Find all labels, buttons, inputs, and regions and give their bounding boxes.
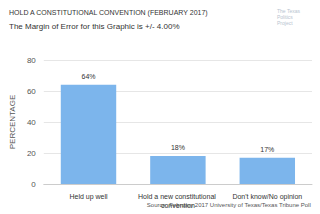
svg-text:64%: 64% bbox=[81, 73, 95, 80]
svg-text:Hold a new constitutional: Hold a new constitutional bbox=[138, 193, 218, 200]
svg-text:60: 60 bbox=[27, 87, 36, 96]
svg-text:20: 20 bbox=[27, 149, 36, 158]
svg-text:Source: February 2017 Universi: Source: February 2017 University of Texa… bbox=[147, 202, 311, 208]
svg-text:18%: 18% bbox=[171, 144, 185, 151]
svg-text:80: 80 bbox=[27, 56, 36, 65]
svg-text:Project: Project bbox=[277, 20, 293, 26]
svg-text:The Margin of Error for this G: The Margin of Error for this Graphic is … bbox=[9, 22, 180, 31]
svg-text:Politics: Politics bbox=[277, 14, 295, 20]
svg-text:40: 40 bbox=[27, 118, 36, 127]
svg-text:Held up well: Held up well bbox=[69, 193, 108, 201]
svg-text:PERCENTAGE: PERCENTAGE bbox=[8, 95, 17, 150]
svg-text:17%: 17% bbox=[260, 146, 274, 153]
svg-text:0: 0 bbox=[31, 180, 36, 189]
svg-text:The Texas: The Texas bbox=[277, 8, 302, 14]
svg-text:Don't know/No opinion: Don't know/No opinion bbox=[232, 193, 302, 201]
svg-text:HOLD A CONSTITUTIONAL CONVENTI: HOLD A CONSTITUTIONAL CONVENTION (FEBRUA… bbox=[9, 9, 208, 17]
